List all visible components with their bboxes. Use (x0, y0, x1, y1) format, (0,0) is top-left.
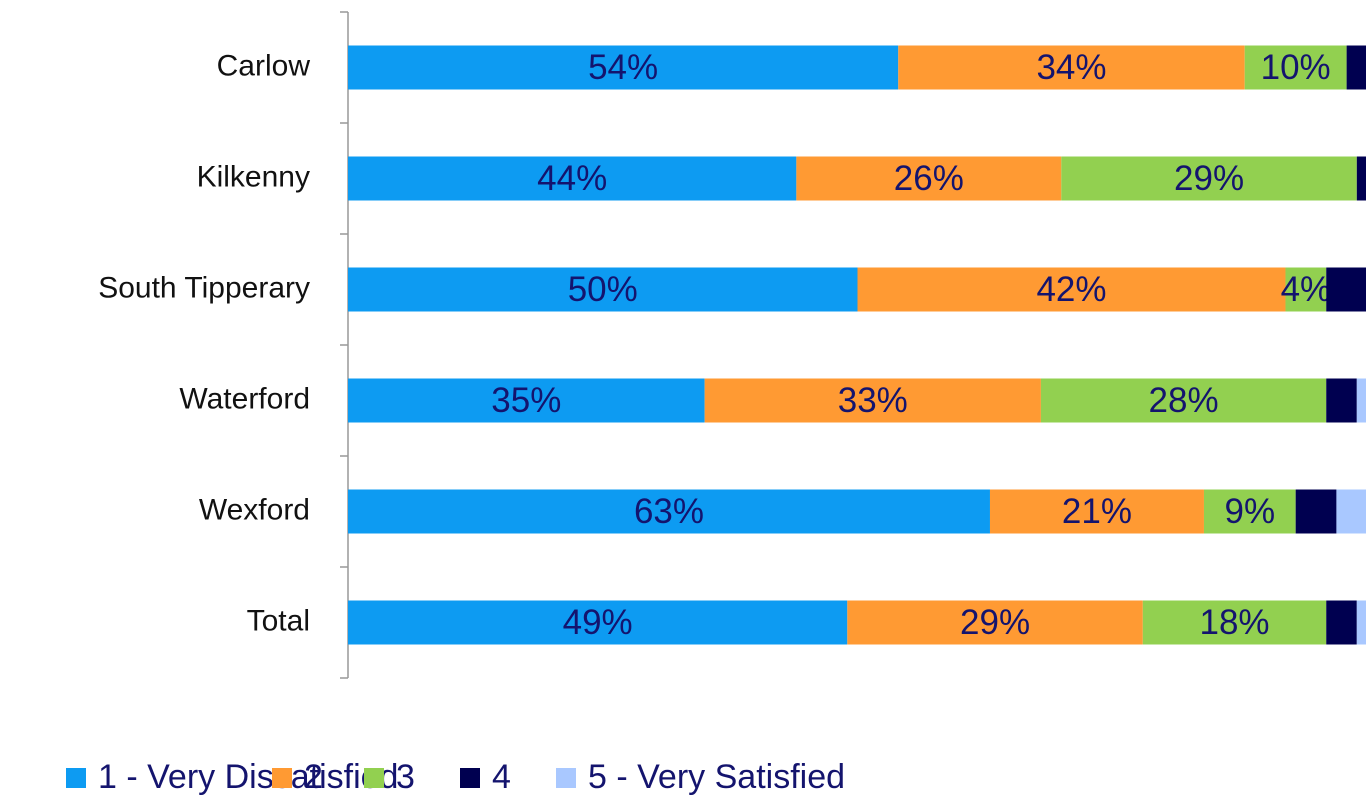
data-label: 29% (960, 603, 1030, 642)
bar-segment (1244, 45, 1347, 90)
data-label: 50% (568, 270, 638, 309)
bar-segment (898, 45, 1245, 90)
data-label: 21% (1062, 492, 1132, 531)
data-label: 42% (1036, 270, 1106, 309)
category-label: Carlow (217, 49, 311, 82)
bar-segment (1285, 267, 1327, 312)
category-label: South Tipperary (98, 271, 310, 304)
data-label: 54% (588, 48, 658, 87)
bar-segment (1336, 489, 1366, 534)
bar-segment (1326, 378, 1357, 423)
data-label: 44% (537, 159, 607, 198)
bar-segment (1356, 156, 1366, 201)
data-label: 26% (894, 159, 964, 198)
data-label: 49% (563, 603, 633, 642)
category-label: Total (247, 604, 310, 637)
data-label: 63% (634, 492, 704, 531)
bar-segment (1356, 378, 1366, 423)
data-label: 28% (1149, 381, 1219, 420)
bar-segment (857, 267, 1286, 312)
data-label: 10% (1261, 48, 1331, 87)
legend-swatch (364, 768, 384, 788)
bar-segment (847, 600, 1143, 645)
data-label: 33% (838, 381, 908, 420)
bar-segment (1040, 378, 1327, 423)
bar-segment (989, 489, 1204, 534)
data-label: 35% (491, 381, 561, 420)
legend-label: 4 (492, 758, 511, 796)
legend-swatch (556, 768, 576, 788)
legend-label: 1 - Very Dissatisfied (98, 758, 398, 796)
bar-segment (1295, 489, 1337, 534)
legend-swatch (460, 768, 480, 788)
bar-segment (1356, 600, 1366, 645)
category-label: Wexford (199, 493, 310, 526)
legend-label: 3 (396, 758, 415, 796)
bar-segment (1142, 600, 1327, 645)
bar-segment (1061, 156, 1357, 201)
data-label: 9% (1225, 492, 1276, 531)
bar-segment (348, 156, 797, 201)
legend-swatch (66, 768, 86, 788)
bar-segment (348, 489, 990, 534)
data-label: 4% (1281, 270, 1332, 309)
legend-swatch (272, 768, 292, 788)
legend-label: 5 - Very Satisfied (588, 758, 845, 796)
bar-segment (704, 378, 1041, 423)
bar-segment (1326, 600, 1357, 645)
bar-segment (1346, 45, 1366, 90)
data-label: 29% (1174, 159, 1244, 198)
bar-segment (1326, 267, 1366, 312)
bar-segment (1203, 489, 1296, 534)
bar-segment (348, 45, 899, 90)
category-label: Waterford (179, 382, 310, 415)
bar-segment (796, 156, 1062, 201)
bar-segment (348, 600, 848, 645)
bar-segment (348, 267, 858, 312)
category-label: Kilkenny (197, 160, 310, 193)
bar-segment (348, 378, 705, 423)
data-label: 18% (1199, 603, 1269, 642)
legend-label: 2 (304, 758, 323, 796)
data-label: 34% (1036, 48, 1106, 87)
